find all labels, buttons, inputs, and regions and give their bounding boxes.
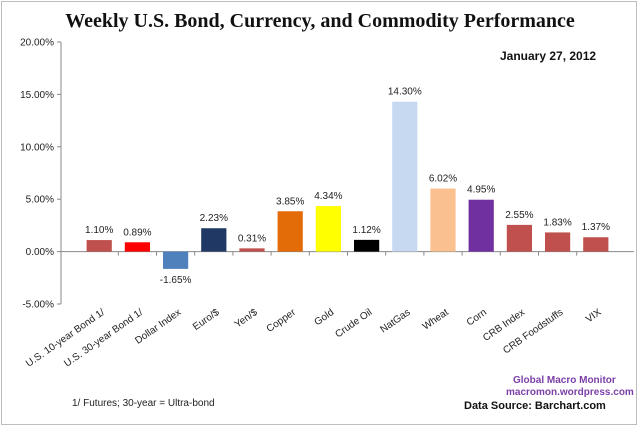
- data-label: -1.65%: [160, 275, 192, 286]
- footnote: 1/ Futures; 30-year = Ultra-bond: [72, 398, 215, 409]
- y-tick-label: 0.00%: [26, 247, 54, 258]
- data-label: 4.34%: [314, 191, 342, 202]
- data-label: 1.37%: [582, 222, 610, 233]
- category-label: Crude Oil: [333, 307, 374, 340]
- y-tick-label: 5.00%: [26, 195, 54, 206]
- bar: [506, 224, 533, 252]
- bar: [86, 240, 112, 252]
- data-label: 0.89%: [123, 227, 151, 238]
- data-label: 1.10%: [85, 225, 113, 236]
- category-label: Copper: [265, 307, 299, 335]
- bar: [124, 242, 151, 252]
- data-label: 2.55%: [505, 210, 533, 221]
- y-tick-label: 10.00%: [20, 142, 54, 153]
- data-label: 0.31%: [238, 233, 266, 244]
- category-label: Yen/$: [233, 307, 260, 331]
- bar: [468, 199, 494, 252]
- bar: [430, 188, 456, 252]
- data-label: 14.30%: [388, 87, 422, 98]
- bar: [162, 251, 189, 269]
- data-label: 1.12%: [352, 225, 380, 236]
- bar: [201, 228, 227, 252]
- category-label: Corn: [465, 307, 489, 328]
- y-tick-label: 15.00%: [20, 90, 54, 101]
- brand-url: macromon.wordpress.com: [506, 387, 634, 398]
- bar: [277, 211, 303, 252]
- y-tick-label: 20.00%: [20, 38, 54, 49]
- bar: [353, 239, 380, 252]
- category-label: NatGas: [378, 307, 412, 335]
- category-label: VIX: [584, 307, 604, 325]
- data-label: 3.85%: [276, 196, 304, 207]
- bar: [239, 248, 265, 252]
- data-label: 4.95%: [467, 185, 495, 196]
- brand-name: Global Macro Monitor: [513, 375, 616, 386]
- data-label: 2.23%: [200, 213, 228, 224]
- bar: [583, 237, 609, 252]
- data-label: 1.83%: [543, 217, 571, 228]
- category-label: Gold: [313, 307, 337, 328]
- chart-date: January 27, 2012: [500, 49, 597, 63]
- category-label: Euro/$: [191, 307, 222, 333]
- data-label: 6.02%: [429, 174, 457, 185]
- category-label: Wheat: [421, 307, 451, 333]
- bar: [392, 101, 418, 252]
- bar: [544, 232, 571, 252]
- data-source: Data Source: Barchart.com: [464, 400, 606, 412]
- y-tick-label: -5.00%: [22, 300, 54, 311]
- chart-title: Weekly U.S. Bond, Currency, and Commodit…: [65, 10, 575, 32]
- bar: [315, 206, 342, 252]
